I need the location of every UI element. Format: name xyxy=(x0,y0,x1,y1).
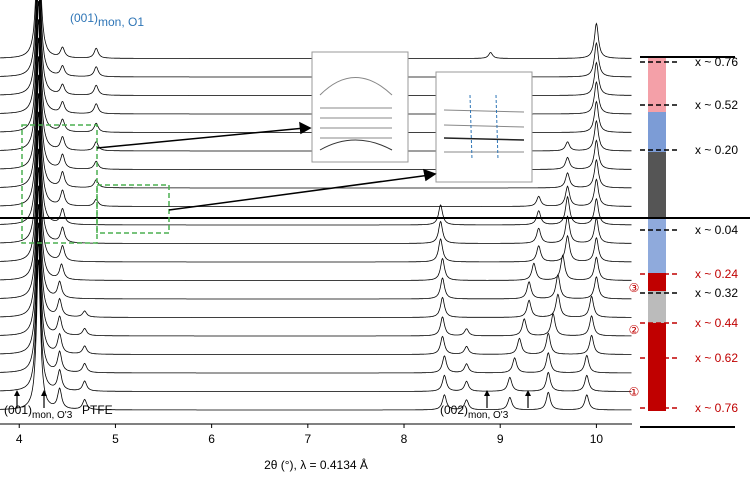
pattern-trace xyxy=(0,204,632,355)
region-label: ② xyxy=(629,323,640,337)
annotation: (002)mon, O'3 xyxy=(440,403,509,421)
highlight-box xyxy=(96,184,170,234)
region-label: ① xyxy=(629,385,640,399)
x-tick-label: 5 xyxy=(112,432,119,446)
annotation-text: (001) xyxy=(4,403,32,417)
composition-label: x ~ 0.04 xyxy=(695,223,738,237)
pattern-trace xyxy=(0,37,632,189)
annotation: (001)mon, O'3 xyxy=(4,403,73,421)
inset xyxy=(311,51,409,163)
annotation: PTFE xyxy=(82,403,113,417)
x-tick-label: 9 xyxy=(497,432,504,446)
annotation: (001)mon, O1 xyxy=(70,11,144,29)
x-tick-label: 4 xyxy=(16,432,23,446)
composition-label: x ~ 0.76 xyxy=(695,401,738,415)
x-tick-label: 10 xyxy=(590,432,604,446)
annotation-subscript: mon, O'3 xyxy=(468,410,509,421)
annotation-text: (001) xyxy=(70,11,98,25)
legend-panel: x ~ 0.76 x ~ 0.52 x ~ 0.20 x ~ 0.04 x ~ 0.24… xyxy=(629,55,739,415)
x-tick-label: 6 xyxy=(208,432,215,446)
peak-arrow-head xyxy=(14,390,20,396)
annotation-text: PTFE xyxy=(82,403,113,417)
pattern-trace xyxy=(0,93,632,244)
x-tick-label: 7 xyxy=(304,432,311,446)
composition-label: x ~ 0.44 xyxy=(695,316,738,330)
pattern-trace xyxy=(0,74,632,226)
composition-label: x ~ 0.32 xyxy=(695,286,738,300)
pattern-trace xyxy=(0,241,632,392)
region-label: ③ xyxy=(629,281,640,295)
annotation-subscript: mon, O1 xyxy=(98,15,144,29)
x-axis-label: 2θ (°), λ = 0.4134 Å xyxy=(264,457,368,472)
pattern-trace xyxy=(0,130,632,281)
pattern-trace xyxy=(0,222,632,374)
inset-lines xyxy=(443,94,525,161)
pattern-trace xyxy=(0,167,632,318)
pattern-trace xyxy=(0,0,632,59)
pattern-trace xyxy=(0,56,632,207)
pattern-trace xyxy=(0,259,632,411)
composition-label: x ~ 0.62 xyxy=(695,351,738,365)
annotation-text: (002) xyxy=(440,403,468,417)
peak-arrow-head xyxy=(484,390,490,396)
inset-lines xyxy=(319,77,393,151)
pattern-trace xyxy=(0,111,632,263)
composition-bar xyxy=(632,56,750,428)
x-tick-label: 8 xyxy=(401,432,408,446)
annotation-subscript: mon, O'3 xyxy=(32,410,73,421)
composition-label: x ~ 0.20 xyxy=(695,143,738,157)
peak-arrow-head xyxy=(525,390,531,396)
pattern-trace xyxy=(0,148,632,300)
composition-label: x ~ 0.76 xyxy=(695,55,738,69)
inset-arrows xyxy=(96,121,437,211)
composition-label: x ~ 0.24 xyxy=(695,267,738,281)
peak-arrow-head xyxy=(41,390,47,396)
pattern-trace xyxy=(0,185,632,337)
composition-label: x ~ 0.52 xyxy=(695,98,738,112)
